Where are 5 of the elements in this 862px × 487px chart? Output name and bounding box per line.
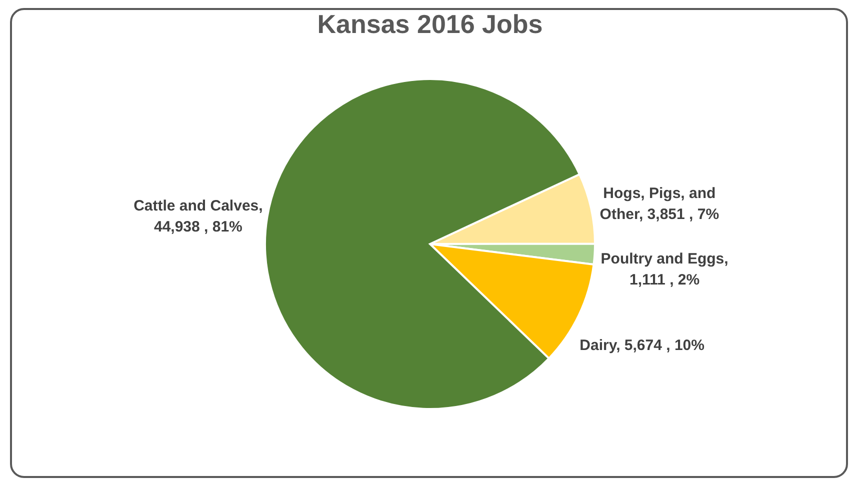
slice-label: Poultry and Eggs, 1,111 , 2% [600, 250, 728, 289]
slice-label: Hogs, Pigs, and Other, 3,851 , 7% [600, 185, 720, 224]
slice-label: Dairy, 5,674 , 10% [580, 337, 704, 354]
slice-label: Cattle and Calves, 44,938 , 81% [134, 197, 263, 236]
chart-title: Kansas 2016 Jobs [317, 9, 543, 39]
